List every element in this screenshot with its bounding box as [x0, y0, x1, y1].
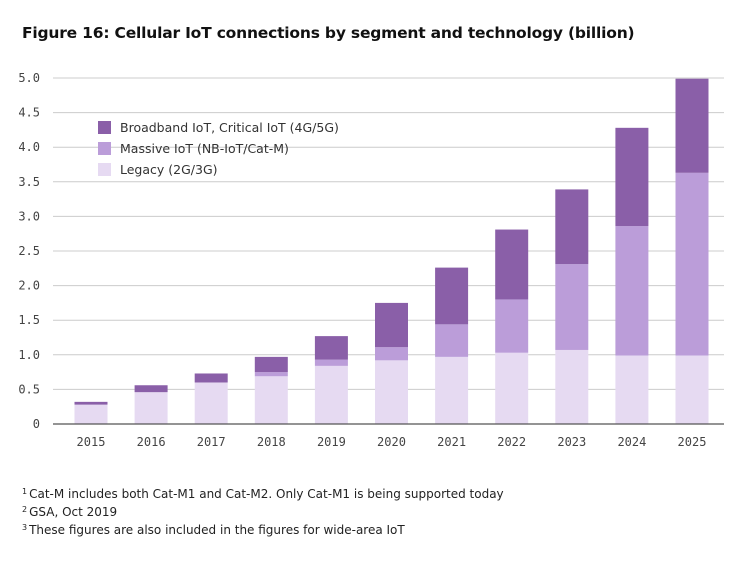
bar-segment-broadband-2015 — [74, 401, 108, 405]
bar-segment-broadband-2017 — [194, 373, 228, 383]
footnote-text: These figures are also included in the f… — [29, 523, 405, 537]
footnote-mark: 1 — [22, 487, 28, 496]
bar-segment-massive-2019 — [314, 359, 348, 366]
x-tick-label: 2019 — [317, 435, 346, 449]
bar-segment-massive-2020 — [375, 347, 408, 361]
legend-swatch-massive — [98, 142, 111, 155]
bar-segment-massive-2023 — [555, 264, 589, 350]
y-tick-label: 4.0 — [18, 140, 40, 154]
bar-segment-legacy-2021 — [435, 356, 469, 424]
y-tick-label: 3.5 — [18, 175, 40, 189]
legend-item-broadband: Broadband IoT, Critical IoT (4G/5G) — [98, 117, 339, 138]
legend-label-massive: Massive IoT (NB-IoT/Cat-M) — [120, 141, 289, 156]
legend-item-massive: Massive IoT (NB-IoT/Cat-M) — [98, 138, 339, 159]
bar-segment-massive-2022 — [495, 299, 529, 353]
legend-swatch-legacy — [98, 163, 111, 176]
bar-segment-broadband-2019 — [314, 336, 348, 360]
bar-segment-broadband-2020 — [375, 302, 408, 348]
x-tick-label: 2020 — [377, 435, 406, 449]
bar-segment-broadband-2018 — [254, 356, 288, 373]
y-tick-label: 1.5 — [18, 313, 40, 327]
bar-segment-broadband-2025 — [675, 78, 709, 173]
x-tick-label: 2017 — [197, 435, 226, 449]
y-tick-label: 1.0 — [18, 348, 40, 362]
y-tick-label: 5.0 — [18, 71, 40, 85]
bar-segment-massive-2024 — [615, 226, 649, 356]
legend: Broadband IoT, Critical IoT (4G/5G) Mass… — [98, 117, 339, 180]
bar-segment-legacy-2019 — [314, 365, 348, 424]
footnote-text: GSA, Oct 2019 — [29, 505, 118, 519]
bar-segment-legacy-2022 — [495, 352, 529, 424]
bar-segment-legacy-2020 — [375, 360, 408, 424]
bar-segment-legacy-2015 — [74, 404, 108, 424]
footnote-1: 1 Cat-M includes both Cat-M1 and Cat-M2. … — [22, 484, 504, 502]
footnote-mark: 3 — [22, 523, 28, 532]
x-tick-label: 2024 — [617, 435, 646, 449]
y-tick-label: 2.5 — [18, 244, 40, 258]
x-tick-label: 2023 — [557, 435, 586, 449]
bar-segment-legacy-2023 — [555, 349, 589, 424]
y-tick-label: 3.0 — [18, 209, 40, 223]
footnotes: 1 Cat-M includes both Cat-M1 and Cat-M2. … — [22, 484, 504, 538]
bar-segment-legacy-2024 — [615, 355, 649, 424]
x-tick-label: 2015 — [77, 435, 106, 449]
bar-segment-broadband-2024 — [615, 127, 649, 227]
footnote-text: Cat-M includes both Cat-M1 and Cat-M2. O… — [29, 487, 504, 501]
bar-segment-massive-2018 — [254, 372, 288, 377]
bar-segment-legacy-2016 — [134, 392, 168, 424]
bar-segment-broadband-2023 — [555, 189, 589, 265]
x-tick-label: 2022 — [497, 435, 526, 449]
x-tick-label: 2021 — [437, 435, 466, 449]
footnote-3: 3 These figures are also included in the … — [22, 520, 504, 538]
y-tick-label: 0 — [33, 417, 40, 431]
x-tick-label: 2018 — [257, 435, 286, 449]
legend-swatch-broadband — [98, 121, 111, 134]
legend-label-broadband: Broadband IoT, Critical IoT (4G/5G) — [120, 120, 339, 135]
bar-segment-massive-2025 — [675, 172, 709, 356]
x-tick-label: 2025 — [678, 435, 707, 449]
y-tick-label: 0.5 — [18, 382, 40, 396]
x-tick-label: 2016 — [137, 435, 166, 449]
bar-segment-broadband-2016 — [134, 385, 168, 393]
y-tick-label: 2.0 — [18, 279, 40, 293]
bar-segment-legacy-2017 — [194, 382, 228, 424]
legend-item-legacy: Legacy (2G/3G) — [98, 159, 339, 180]
legend-label-legacy: Legacy (2G/3G) — [120, 162, 218, 177]
footnote-2: 2 GSA, Oct 2019 — [22, 502, 504, 520]
bar-segment-broadband-2021 — [435, 267, 469, 325]
bar-segment-massive-2021 — [435, 324, 469, 357]
y-tick-label: 4.5 — [18, 106, 40, 120]
footnote-mark: 2 — [22, 505, 28, 514]
bar-segment-legacy-2018 — [254, 376, 288, 424]
bar-segment-broadband-2022 — [495, 229, 529, 300]
chart-title: Figure 16: Cellular IoT connections by s… — [22, 24, 635, 42]
bar-segment-legacy-2025 — [675, 355, 709, 424]
